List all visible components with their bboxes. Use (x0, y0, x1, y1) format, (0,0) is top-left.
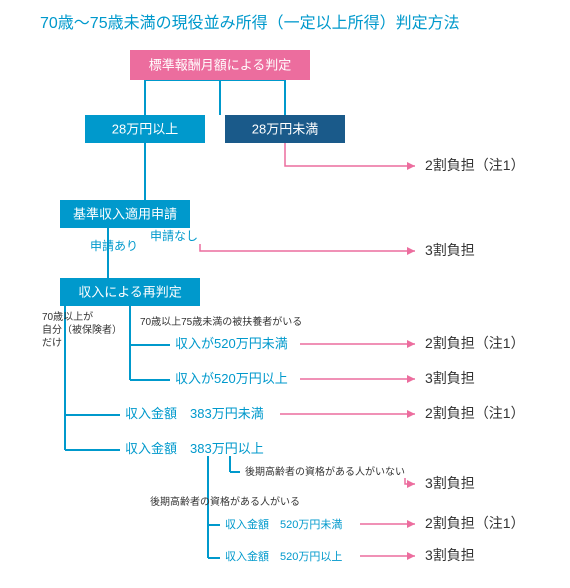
flow-box-label-b3: 28万円未満 (252, 122, 318, 137)
arrow-line (285, 143, 415, 166)
label-l_hifuyo: 70歳以上75歳未満の被扶養者がいる (140, 315, 302, 328)
label-l_ariyes: 申請あり (90, 239, 138, 253)
label-l_520c: 収入金額 520万円未満 (225, 517, 342, 531)
page-title: 70歳～75歳未満の現役並み所得（一定以上所得）判定方法 (40, 14, 460, 32)
label-l_520d: 収入金額 520万円以上 (225, 549, 342, 563)
label-l_383a: 収入金額 383万円未満 (125, 406, 264, 421)
arrow-head-icon (407, 340, 415, 348)
arrow-head-icon (407, 162, 415, 170)
arrow-head-icon (407, 520, 415, 528)
label-l_jibun2: 自分（被保険者） (42, 323, 122, 336)
arrow-head-icon (407, 247, 415, 255)
result-r7: 2割負担（注1） (425, 515, 525, 531)
result-r2: 3割負担 (425, 242, 475, 258)
flow-box-label-b2: 28万円以上 (112, 122, 178, 137)
flow-box-label-b4: 基準収入適用申請 (73, 207, 177, 222)
flow-box-label-b1: 標準報酬月額による判定 (149, 58, 292, 73)
label-l_383b: 収入金額 383万円以上 (125, 441, 264, 456)
result-r1: 2割負担（注1） (425, 157, 525, 173)
result-r6: 3割負担 (425, 475, 475, 491)
result-r3: 2割負担（注1） (425, 335, 525, 351)
result-r5: 2割負担（注1） (425, 405, 525, 421)
label-l_jibun1: 70歳以上が (42, 310, 93, 323)
arrow-head-icon (407, 552, 415, 560)
label-l_kouki_iru: 後期高齢者の資格がある人がいる (150, 495, 300, 508)
label-l_arino: 申請なし (150, 229, 198, 243)
flowchart-canvas: 70歳～75歳未満の現役並み所得（一定以上所得）判定方法標準報酬月額による判定 2… (0, 0, 570, 588)
flow-box-label-b5: 収入による再判定 (78, 285, 182, 300)
arrow-head-icon (407, 410, 415, 418)
arrow-head-icon (407, 375, 415, 383)
result-r8: 3割負担 (425, 547, 475, 563)
result-r4: 3割負担 (425, 370, 475, 386)
arrow-line (200, 244, 415, 251)
label-l_jibun3: だけ (42, 337, 62, 349)
label-l_kouki_nai: 後期高齢者の資格がある人がいない (245, 465, 405, 478)
label-l_520b: 収入が520万円以上 (175, 371, 288, 386)
label-l_520a: 収入が520万円未満 (175, 336, 288, 351)
arrow-head-icon (407, 480, 415, 488)
